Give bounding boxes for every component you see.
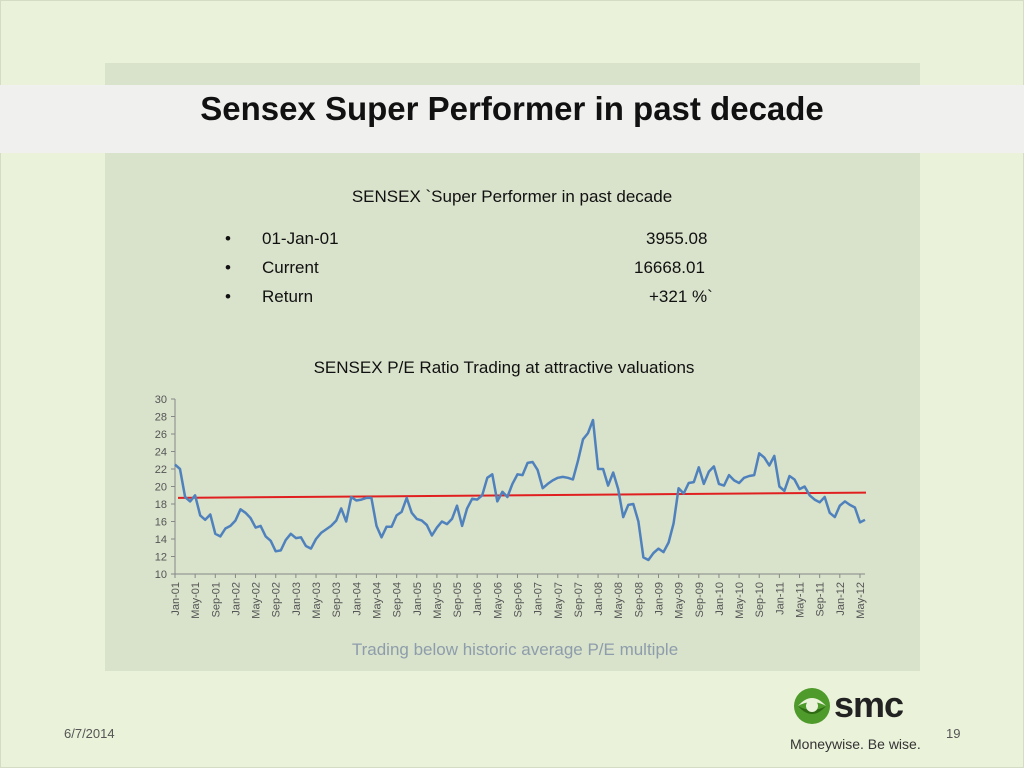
chart-caption: Trading below historic average P/E multi… — [351, 640, 679, 659]
x-tick-label: Sep-07 — [573, 582, 585, 617]
x-tick-label: Jan-11 — [774, 582, 786, 615]
x-tick-label: May-07 — [553, 582, 565, 619]
logo-swirl-icon — [794, 688, 830, 724]
stats-list: • 01-Jan-01 3955.08 • Current 16668.01 •… — [225, 229, 745, 316]
x-tick-label: Jan-12 — [835, 582, 847, 616]
bullet: • — [225, 258, 231, 277]
y-tick-label: 18 — [155, 499, 167, 511]
x-tick-label: Jan-01 — [170, 582, 182, 616]
x-tick-label: Sep-02 — [271, 582, 283, 617]
y-tick-label: 16 — [155, 517, 167, 529]
average-pe-line — [177, 491, 867, 499]
x-tick-label: May-08 — [613, 582, 625, 619]
stat-value: +321 %` — [649, 287, 713, 306]
chart-title: SENSEX P/E Ratio Trading at attractive v… — [313, 358, 695, 377]
y-tick-label: 14 — [155, 534, 167, 546]
x-tick-label: Jan-03 — [291, 582, 303, 616]
stat-value: 16668.01 — [634, 258, 705, 277]
logo-tagline: Moneywise. Be wise. — [790, 736, 921, 752]
x-tick-label: Jan-09 — [654, 582, 666, 616]
x-tick-label: May-12 — [855, 582, 867, 619]
smc-logo: smc Moneywise. Be wise. — [788, 684, 928, 756]
x-tick-label: May-06 — [492, 582, 504, 619]
x-tick-label: May-11 — [795, 582, 807, 618]
content-panel — [105, 63, 920, 671]
stat-label: 01-Jan-01 — [262, 229, 339, 248]
x-tick-label: Jan-06 — [472, 582, 484, 616]
x-tick-label: May-04 — [371, 582, 383, 619]
bullet: • — [225, 229, 231, 248]
pe-ratio-series-line — [174, 418, 866, 562]
subtitle: SENSEX `Super Performer in past decade — [351, 187, 673, 206]
y-tick-label: 12 — [155, 552, 167, 564]
stat-label: Return — [262, 287, 314, 306]
x-tick-label: May-10 — [734, 582, 746, 619]
stat-row-return: • Return +321 %` — [225, 287, 745, 316]
x-tick-label: Jan-04 — [351, 582, 363, 616]
pe-ratio-chart: 10 12 14 16 18 20 22 24 26 28 30 Jan-01 May-01 Sep-01… — [155, 394, 867, 619]
x-tick-label: Jan-05 — [412, 582, 424, 616]
slide-title: Sensex Super Performer in past decade — [200, 90, 824, 127]
logo-wordmark: smc — [834, 684, 904, 725]
x-tick-label: Sep-04 — [392, 582, 404, 617]
stat-row-current: • Current 16668.01 — [225, 258, 745, 287]
x-tick-label: Sep-08 — [633, 582, 645, 617]
x-tick-label: Jan-07 — [533, 582, 545, 616]
x-tick-label: Sep-11 — [815, 582, 827, 617]
x-tick-label: May-09 — [674, 582, 686, 619]
x-tick-label: Sep-01 — [210, 582, 222, 617]
x-tick-label: May-02 — [251, 582, 263, 619]
stat-label: Current — [262, 258, 319, 277]
stat-row-start: • 01-Jan-01 3955.08 — [225, 229, 745, 258]
x-tick-label: May-01 — [190, 582, 202, 619]
x-tick-label: Sep-03 — [331, 582, 343, 617]
x-tick-label: Sep-05 — [452, 582, 464, 617]
y-tick-label: 28 — [155, 412, 167, 424]
y-tick-label: 26 — [155, 429, 167, 441]
footer-date: 6/7/2014 — [64, 726, 115, 741]
x-tick-label: Sep-09 — [694, 582, 706, 617]
x-tick-label: Jan-02 — [230, 582, 242, 616]
x-tick-label: Jan-08 — [593, 582, 605, 616]
x-tick-label: Jan-10 — [714, 582, 726, 616]
x-tick-label: Sep-10 — [754, 582, 766, 617]
y-tick-label: 20 — [155, 482, 167, 494]
title-band — [0, 85, 1024, 153]
y-tick-label: 10 — [155, 569, 167, 581]
y-tick-label: 22 — [155, 464, 167, 476]
bullet: • — [225, 287, 231, 306]
x-tick-label: May-05 — [432, 582, 444, 619]
y-tick-label: 30 — [155, 394, 167, 406]
stat-value: 3955.08 — [646, 229, 708, 248]
page-number: 19 — [946, 726, 961, 741]
y-tick-label: 24 — [155, 447, 167, 459]
x-tick-label: May-03 — [311, 582, 323, 619]
x-tick-label: Sep-06 — [512, 582, 524, 617]
